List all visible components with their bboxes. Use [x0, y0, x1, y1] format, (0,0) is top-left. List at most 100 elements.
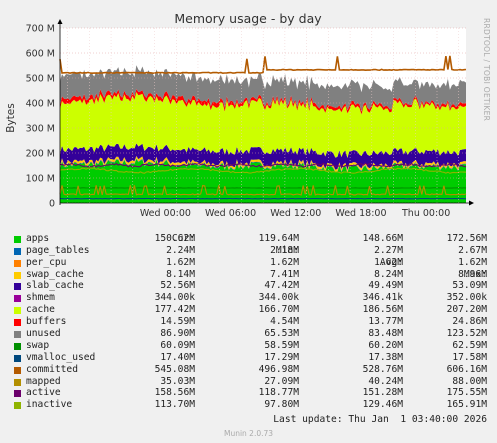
area-slab-cache: [60, 143, 466, 170]
legend-max: 17.58M: [452, 351, 487, 363]
legend-min: 58.59M: [264, 339, 299, 351]
col-avg-header: Avg:: [379, 256, 403, 268]
legend-cur: 17.40M: [160, 351, 195, 363]
legend-cur: 545.08M: [154, 363, 195, 375]
legend-name: cache: [26, 304, 55, 316]
legend-avg: 148.66M: [362, 232, 403, 244]
legend-max: 352.00k: [446, 292, 487, 304]
legend-row-buffers: buffers 14.59M 4.54M 13.77M 24.86M: [12, 316, 487, 328]
legend-row-committed: committed 545.08M 496.98M 528.76M 606.16M: [12, 364, 487, 376]
chart-title: Memory usage - by day: [174, 11, 322, 26]
legend-row-unused: unused 86.90M 65.53M 83.48M 123.52M: [12, 328, 487, 340]
memory-chart: Memory usage - by day Bytes RRDTOOL / TO…: [0, 0, 497, 220]
legend-row-shmem: shmem 344.00k 344.00k 346.41k 352.00k: [12, 292, 487, 304]
legend-name: committed: [26, 363, 78, 375]
legend-min: 17.29M: [264, 351, 299, 363]
legend-row-swap: swap 60.09M 58.59M 60.20M 62.59M: [12, 340, 487, 352]
legend-avg: 60.20M: [368, 339, 403, 351]
legend-name: active: [26, 387, 61, 399]
legend-avg: 2.27M: [374, 244, 403, 256]
legend-cur: 52.56M: [160, 280, 195, 292]
y-tick-label: 0: [49, 199, 55, 210]
legend-avg: 13.77M: [368, 316, 403, 328]
legend-max: 172.56M: [446, 232, 487, 244]
legend-min: 2.18M: [270, 244, 299, 256]
munin-version: Munin 2.0.73: [223, 429, 274, 438]
legend-cur: 14.59M: [160, 316, 195, 328]
legend-row-active: active 158.56M 118.77M 151.28M 175.55M: [12, 387, 487, 399]
legend-name: vmalloc_used: [26, 351, 96, 363]
legend-swatch: [14, 319, 21, 327]
y-tick-label: 500 M: [26, 74, 55, 85]
legend-cur: 35.03M: [160, 375, 195, 387]
legend-max: 62.59M: [452, 339, 487, 351]
last-update: Last update: Thu Jan 1 03:40:00 2026: [273, 414, 487, 425]
y-tick-label: 100 M: [26, 174, 55, 185]
legend-table: Cur: Min: Avg: Max: apps 150.62M 119.64M 14…: [12, 221, 487, 411]
rrdtool-credit: RRDTOOL / TOBI OETIKER: [482, 18, 491, 121]
legend-avg: 40.24M: [368, 375, 403, 387]
legend-name: shmem: [26, 292, 55, 304]
x-tick-label: Thu 00:00: [401, 208, 450, 219]
y-tick-label: 200 M: [26, 149, 55, 160]
legend-swatch: [14, 378, 21, 386]
legend-avg: 49.49M: [368, 280, 403, 292]
legend-swatch: [14, 390, 21, 398]
legend-cur: 2.24M: [166, 244, 195, 256]
legend-avg: 151.28M: [362, 387, 403, 399]
y-tick-label: 600 M: [26, 49, 55, 60]
x-tick-label: Wed 00:00: [140, 208, 191, 219]
legend-row-mapped: mapped 35.03M 27.09M 40.24M 88.00M: [12, 376, 487, 388]
legend-max: 2.67M: [458, 244, 487, 256]
col-min-header: Min:: [275, 244, 299, 256]
legend-avg: 528.76M: [362, 363, 403, 375]
legend-cur: 344.00k: [154, 292, 195, 304]
legend-min: 1.62M: [270, 256, 299, 268]
legend-swatch: [14, 247, 21, 255]
legend-cur: 177.42M: [154, 304, 195, 316]
legend-max: 88.00M: [452, 375, 487, 387]
legend-cur: 113.70M: [154, 399, 195, 411]
legend-cur: 150.62M: [154, 232, 195, 244]
legend-swatch: [14, 307, 21, 315]
legend-min: 4.54M: [270, 316, 299, 328]
legend-min: 65.53M: [264, 328, 299, 340]
legend-name: page_tables: [26, 244, 90, 256]
legend-min: 7.41M: [270, 268, 299, 280]
legend-max: 1.62M: [458, 256, 487, 268]
x-tick-label: Wed 18:00: [335, 208, 386, 219]
legend-min: 97.80M: [264, 399, 299, 411]
legend-cur: 8.14M: [166, 268, 195, 280]
legend-swatch: [14, 366, 21, 374]
legend-cur: 60.09M: [160, 339, 195, 351]
y-tick-label: 400 M: [26, 99, 55, 110]
legend-name: apps: [26, 232, 50, 244]
col-max-header: Max:: [463, 268, 487, 280]
legend-max: 207.20M: [446, 304, 487, 316]
legend-max: 24.86M: [452, 316, 487, 328]
line-mapped: [59, 184, 467, 196]
legend-avg: 186.56M: [362, 304, 403, 316]
legend-row-page-tables: page_tables 2.24M 2.18M 2.27M 2.67M: [12, 245, 487, 257]
legend-name: swap_cache: [26, 268, 84, 280]
legend-avg: 1.62M: [374, 256, 403, 268]
legend-name: slab_cache: [26, 280, 84, 292]
x-tick-label: Wed 12:00: [270, 208, 321, 219]
y-axis-arrow: [57, 19, 63, 24]
legend-avg: 83.48M: [368, 328, 403, 340]
legend-name: mapped: [26, 375, 61, 387]
legend-swatch: [14, 402, 21, 410]
legend-row-swap-cache: swap_cache 8.14M 7.41M 8.24M 8.96M: [12, 269, 487, 281]
legend-min: 344.00k: [258, 292, 299, 304]
legend-avg: 346.41k: [362, 292, 403, 304]
legend-min: 47.42M: [264, 280, 299, 292]
y-tick-label: 300 M: [26, 124, 55, 135]
legend-max: 175.55M: [446, 387, 487, 399]
legend-name: buffers: [26, 316, 67, 328]
legend-header: Cur: Min: Avg: Max:: [12, 221, 487, 280]
legend-max: 606.16M: [446, 363, 487, 375]
legend-row-per-cpu: per_cpu 1.62M 1.62M 1.62M 1.62M: [12, 257, 487, 269]
legend-swatch: [14, 342, 21, 350]
col-cur-header: Cur:: [171, 232, 195, 244]
legend-swatch: [14, 235, 21, 243]
